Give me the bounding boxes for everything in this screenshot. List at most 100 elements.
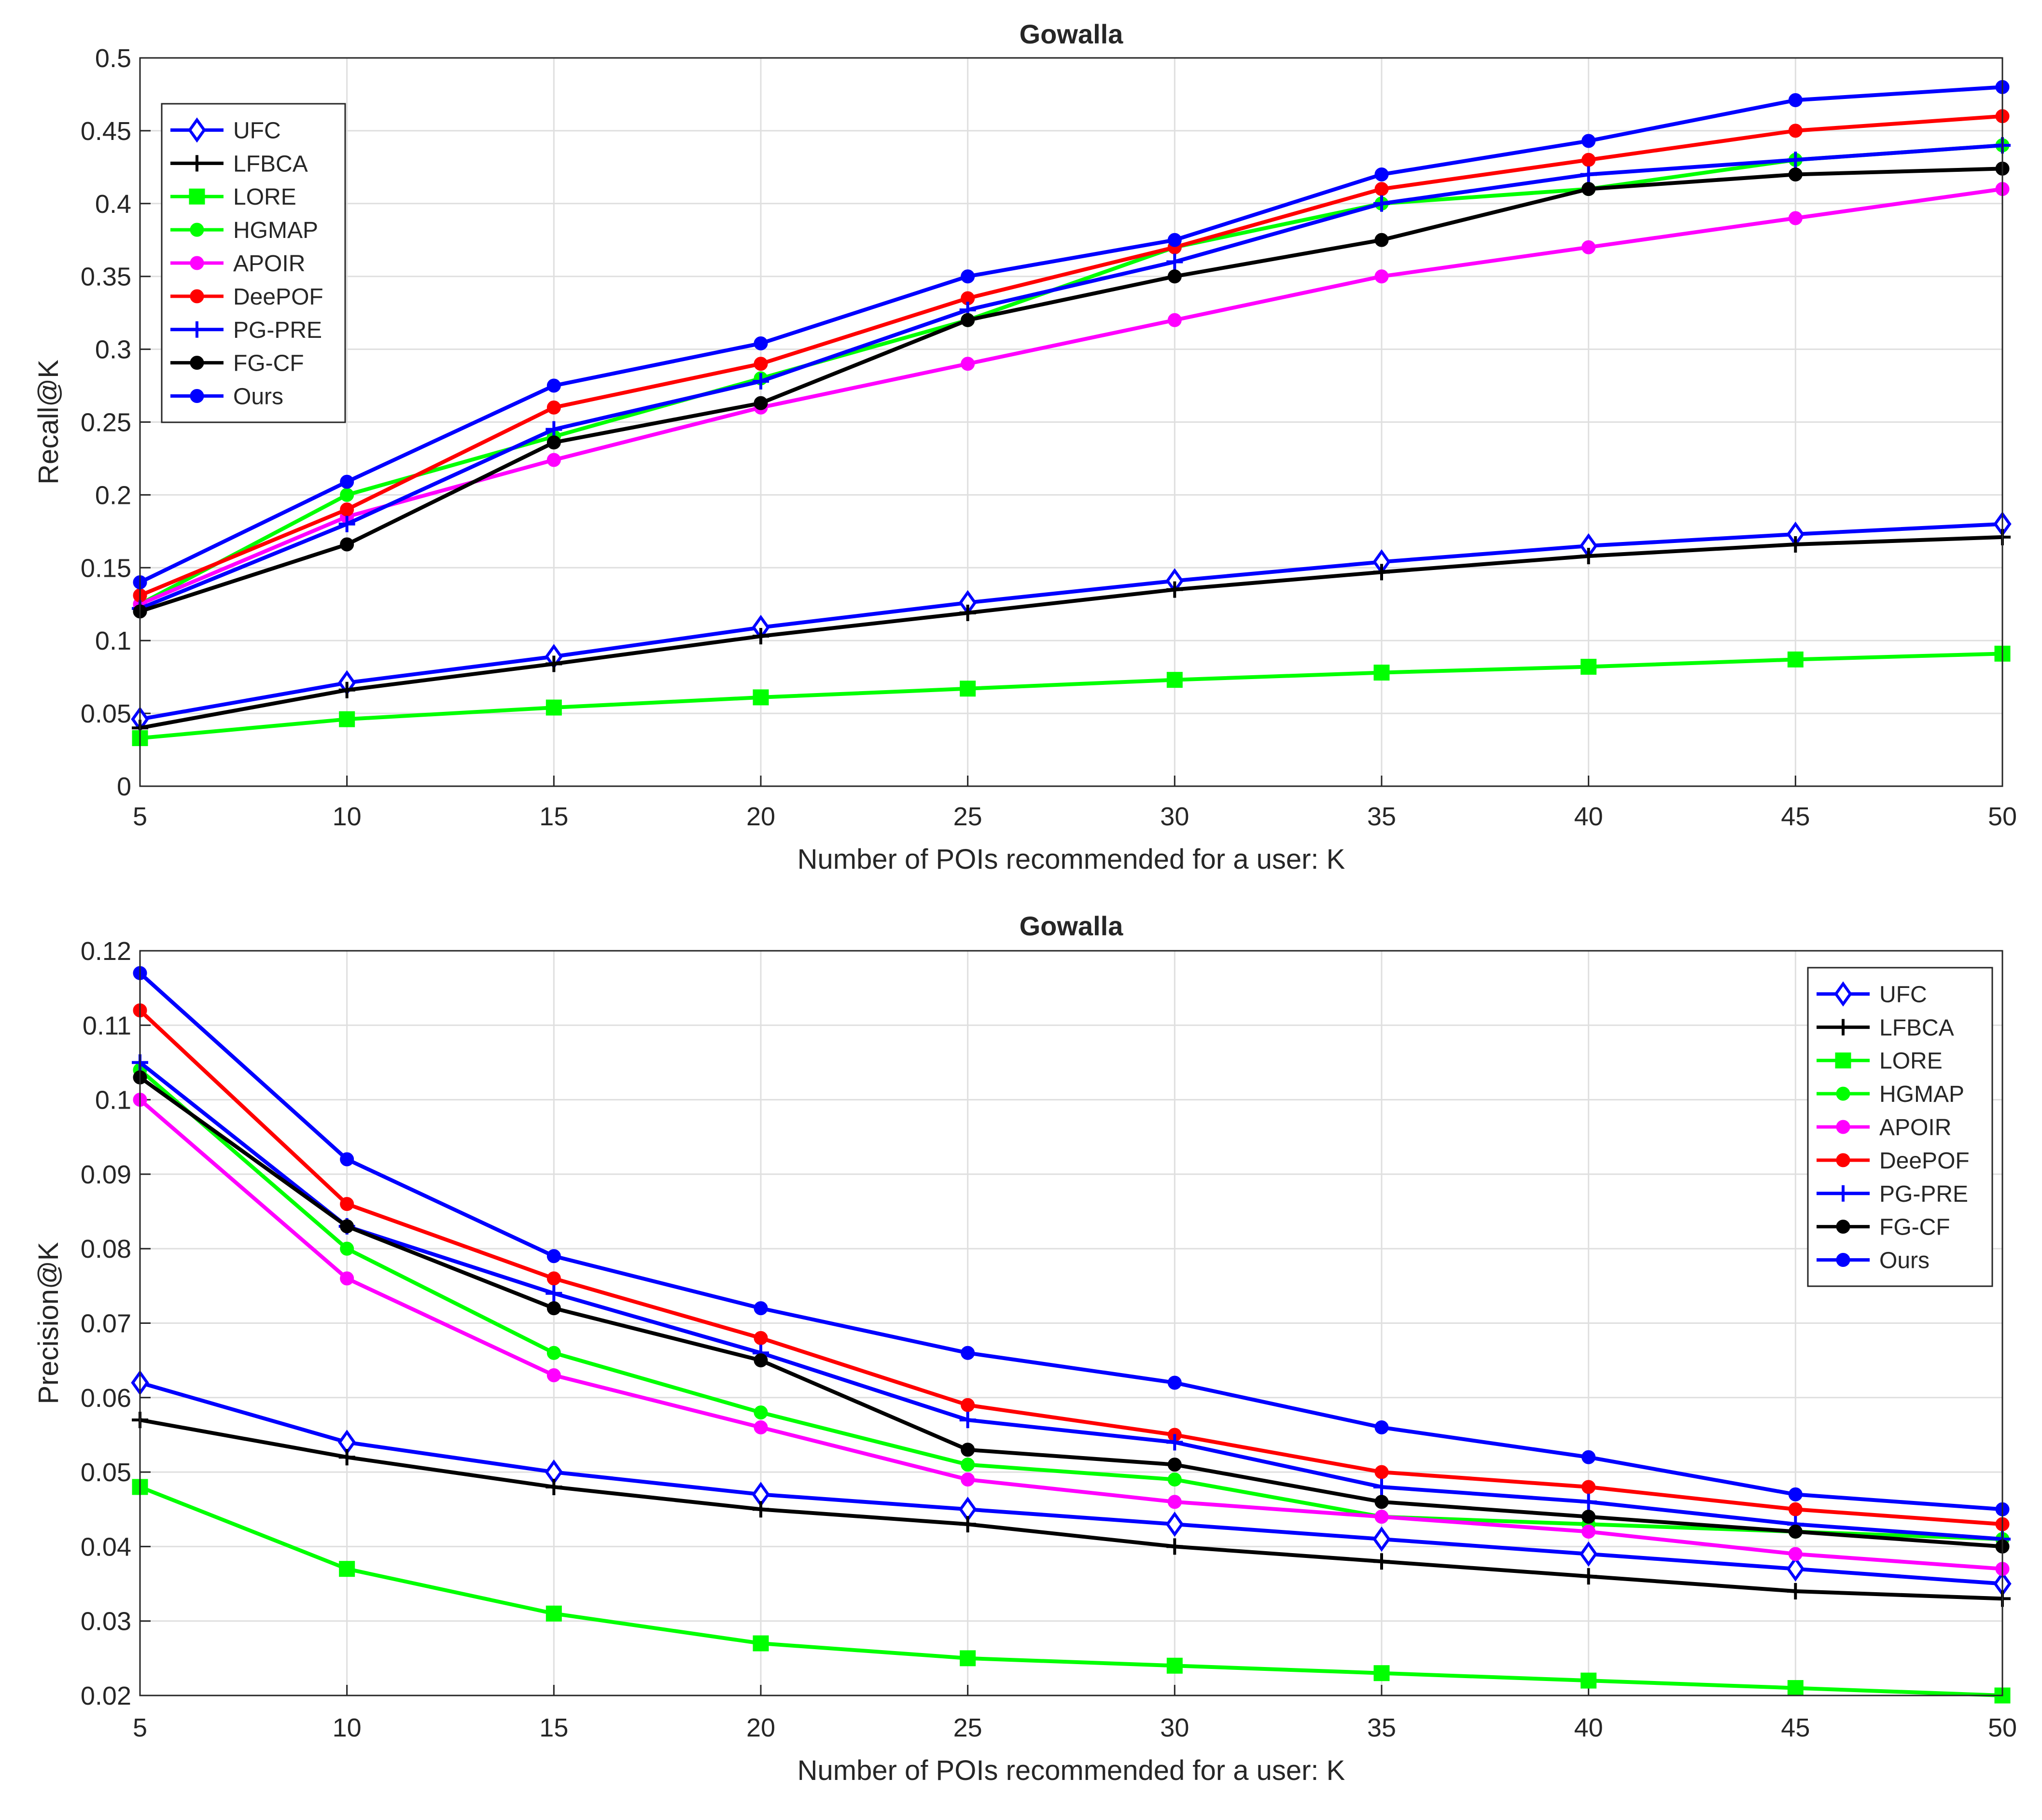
legend-item-fg-cf: FG-CF [170, 351, 304, 376]
y-tick-label: 0.11 [83, 1011, 131, 1040]
series-line-pg-pre [139, 1061, 2003, 1541]
data-point-lfbca [1166, 581, 1183, 598]
y-tick-label: 0.07 [81, 1309, 131, 1338]
series-line-ufc [139, 1381, 2003, 1586]
data-point-ours [546, 378, 561, 393]
data-point-lore [339, 1561, 355, 1577]
data-point-ufc [1165, 1511, 1184, 1537]
legend-item-lore: LORE [170, 184, 296, 210]
data-point-ours [1581, 1450, 1596, 1464]
data-point-pg-pre [1580, 1493, 1597, 1510]
series-line-pg-pre [139, 143, 2003, 611]
series-line-lore [139, 1485, 2003, 1697]
series-line-lore [140, 652, 2003, 740]
legend-label: APOIR [233, 251, 305, 277]
data-point-fg-cf [546, 435, 561, 450]
legend-label: UFC [233, 118, 281, 143]
legend-item-lore: LORE [1817, 1048, 1943, 1074]
data-point-lore [1166, 672, 1183, 688]
data-point-lore [960, 1650, 976, 1667]
data-point-lfbca [1373, 1553, 1390, 1570]
legend-item-apoir: APOIR [1817, 1115, 1951, 1140]
legend-marker-hgmap [190, 222, 204, 237]
data-point-apoir [754, 1420, 768, 1435]
data-point-ours [754, 1301, 768, 1316]
data-point-lore [1373, 665, 1390, 681]
data-point-lfbca [1166, 1538, 1183, 1555]
y-tick-label: 0.12 [81, 937, 131, 966]
legend-marker-pg-pre [189, 321, 205, 338]
data-point-deepof [961, 1398, 975, 1412]
data-point-pg-pre [1166, 1434, 1183, 1451]
legend-label: LFBCA [233, 151, 308, 177]
data-point-fg-cf [1581, 182, 1596, 196]
legend-marker-ufc [1834, 981, 1852, 1007]
data-point-lore [1787, 651, 1804, 667]
legend-item-pg-pre: PG-PRE [1817, 1181, 1968, 1207]
data-point-ours [1374, 167, 1389, 181]
x-tick-label: 30 [1160, 802, 1189, 831]
y-tick-label: 0.25 [81, 408, 131, 437]
data-point-apoir [1788, 211, 1803, 225]
series-line-deepof [139, 114, 2003, 597]
x-tick-label: 30 [1160, 1713, 1189, 1742]
x-tick-label: 5 [133, 802, 147, 831]
y-tick-label: 0.04 [81, 1532, 131, 1561]
data-point-deepof [1581, 1480, 1596, 1494]
data-point-pg-pre [753, 373, 769, 389]
data-point-deepof [1788, 1502, 1803, 1516]
x-tick-label: 35 [1367, 802, 1396, 831]
series-line-apoir [139, 187, 2003, 606]
data-point-lfbca [545, 655, 562, 672]
x-tick-label: 20 [746, 802, 775, 831]
legend-item-apoir: APOIR [170, 251, 305, 277]
series-line-fg-cf [139, 167, 2003, 613]
series-line-hgmap [139, 143, 2003, 606]
data-point-deepof [754, 357, 768, 371]
x-tick-label: 15 [539, 802, 568, 831]
legend-item-ours: Ours [1817, 1248, 1930, 1274]
data-point-lore [545, 1605, 562, 1622]
data-point-apoir [546, 1368, 561, 1383]
y-tick-label: 0.09 [81, 1160, 131, 1189]
data-point-ufc [1786, 1556, 1805, 1582]
data-point-ours [1167, 233, 1182, 247]
series-line-ufc [140, 522, 2003, 722]
legend-marker-deepof [1836, 1153, 1850, 1167]
data-point-deepof [1581, 153, 1596, 167]
x-tick-label: 50 [1988, 802, 2017, 831]
legend: UFC LFBCA LORE HGMAP APOIR DeePOF PG-PRE FG-CF O… [161, 103, 346, 423]
axes-frame [139, 950, 2003, 1696]
x-tick-label: 35 [1367, 1713, 1396, 1742]
data-point-apoir [340, 1271, 354, 1286]
data-point-fg-cf [546, 1301, 561, 1316]
data-point-fg-cf [961, 1443, 975, 1457]
data-point-lfbca [753, 628, 769, 645]
legend-label: HGMAP [1879, 1082, 1964, 1107]
data-point-hgmap [754, 1405, 768, 1420]
data-point-fg-cf [1374, 233, 1389, 247]
y-tick-label: 0.3 [95, 335, 131, 364]
data-point-fg-cf [754, 1353, 768, 1368]
x-axis-label: Number of POIs recommended for a user: K [797, 844, 1345, 875]
data-point-ours [1374, 1420, 1389, 1435]
legend-item-deepof: DeePOF [170, 284, 323, 310]
data-point-deepof [754, 1331, 768, 1345]
data-point-pg-pre [1166, 253, 1183, 270]
data-point-lore [753, 689, 769, 706]
data-point-lfbca [338, 681, 355, 698]
y-tick-label: 0.05 [81, 699, 131, 728]
x-tick-label: 40 [1574, 1713, 1603, 1742]
data-point-lore [1166, 1657, 1183, 1674]
data-point-fg-cf [340, 1219, 354, 1234]
y-tick-label: 0.05 [81, 1458, 131, 1487]
legend-item-ours: Ours [170, 384, 283, 410]
legend-label: FG-CF [233, 351, 304, 376]
data-point-fg-cf [340, 537, 354, 552]
y-tick-label: 0.45 [81, 117, 131, 146]
data-point-lore [753, 1635, 769, 1652]
legend-item-hgmap: HGMAP [170, 218, 318, 243]
y-tick-label: 0 [117, 772, 131, 801]
series-line-fg-cf [139, 1076, 2003, 1549]
